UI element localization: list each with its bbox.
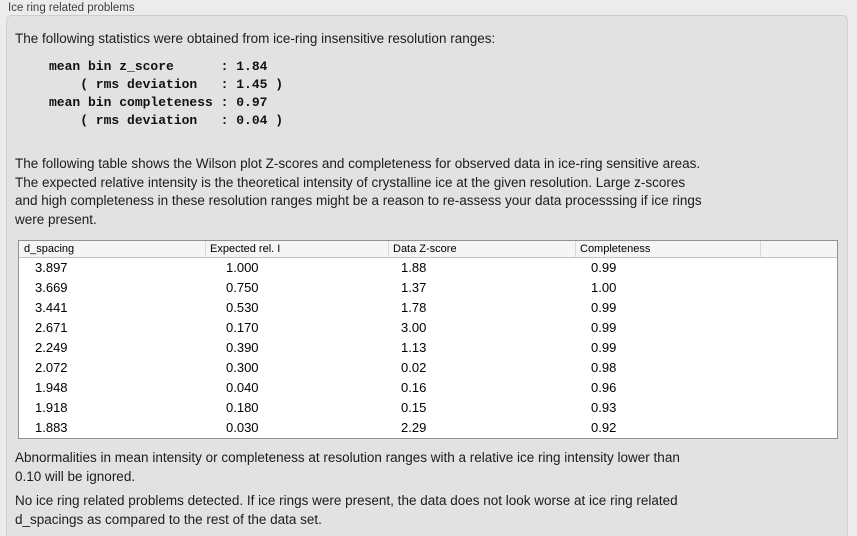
table-row[interactable]: 1.918 0.180 0.15 0.93 [19,398,837,418]
table-row[interactable]: 1.948 0.040 0.16 0.96 [19,378,837,398]
cell-d-spacing: 2.249 [35,340,68,355]
table-body: 3.897 1.000 1.88 0.99 3.669 0.750 1.37 1… [19,258,837,438]
table-row[interactable]: 3.441 0.530 1.78 0.99 [19,298,837,318]
cell-completeness: 0.98 [591,360,617,375]
cell-completeness: 0.99 [591,300,617,315]
cell-expected-rel-i: 0.300 [226,360,259,375]
cell-data-z-score: 3.00 [401,320,427,335]
stats-summary-text: mean bin z_score : 1.84 ( rms deviation … [49,59,284,128]
table-row[interactable]: 2.671 0.170 3.00 0.99 [19,318,837,338]
cell-expected-rel-i: 0.530 [226,300,259,315]
conclusion-text: No ice ring related problems detected. I… [15,493,678,527]
cell-completeness: 0.93 [591,400,617,415]
cell-data-z-score: 1.88 [401,260,427,275]
cell-d-spacing: 2.671 [35,320,68,335]
column-header-data-z-score[interactable]: Data Z-score [388,241,575,257]
cell-d-spacing: 2.072 [35,360,68,375]
cell-expected-rel-i: 0.170 [226,320,259,335]
cell-data-z-score: 0.15 [401,400,427,415]
cell-expected-rel-i: 0.040 [226,380,259,395]
cell-expected-rel-i: 0.390 [226,340,259,355]
stats-intro-text: The following statistics were obtained f… [15,31,496,46]
cell-expected-rel-i: 1.000 [226,260,259,275]
cell-completeness: 1.00 [591,280,617,295]
cell-completeness: 0.99 [591,260,617,275]
cell-completeness: 0.92 [591,420,617,435]
ignore-threshold-note-text: Abnormalities in mean intensity or compl… [15,450,680,484]
ice-ring-group-box: The following statistics were obtained f… [6,15,848,536]
cell-completeness: 0.96 [591,380,617,395]
cell-data-z-score: 1.78 [401,300,427,315]
column-header-d-spacing[interactable]: d_spacing [24,243,75,255]
cell-data-z-score: 0.16 [401,380,427,395]
cell-d-spacing: 1.918 [35,400,68,415]
table-description-text: The following table shows the Wilson plo… [15,156,702,227]
cell-completeness: 0.99 [591,320,617,335]
cell-d-spacing: 1.883 [35,420,68,435]
column-header-expected-rel-i[interactable]: Expected rel. I [205,241,388,257]
cell-expected-rel-i: 0.030 [226,420,259,435]
cell-d-spacing: 3.897 [35,260,68,275]
cell-expected-rel-i: 0.180 [226,400,259,415]
column-header-empty [760,241,837,257]
cell-d-spacing: 3.669 [35,280,68,295]
cell-data-z-score: 1.37 [401,280,427,295]
cell-data-z-score: 1.13 [401,340,427,355]
cell-expected-rel-i: 0.750 [226,280,259,295]
cell-d-spacing: 1.948 [35,380,68,395]
cell-completeness: 0.99 [591,340,617,355]
table-row[interactable]: 1.883 0.030 2.29 0.92 [19,418,837,438]
ice-ring-table[interactable]: d_spacing Expected rel. I Data Z-score C… [18,240,838,439]
table-row[interactable]: 3.669 0.750 1.37 1.00 [19,278,837,298]
column-header-completeness[interactable]: Completeness [575,241,760,257]
table-row[interactable]: 3.897 1.000 1.88 0.99 [19,258,837,278]
table-row[interactable]: 2.249 0.390 1.13 0.99 [19,338,837,358]
group-title: Ice ring related problems [8,2,135,14]
cell-data-z-score: 2.29 [401,420,427,435]
table-header-row: d_spacing Expected rel. I Data Z-score C… [19,241,837,258]
cell-d-spacing: 3.441 [35,300,68,315]
cell-data-z-score: 0.02 [401,360,427,375]
table-row[interactable]: 2.072 0.300 0.02 0.98 [19,358,837,378]
